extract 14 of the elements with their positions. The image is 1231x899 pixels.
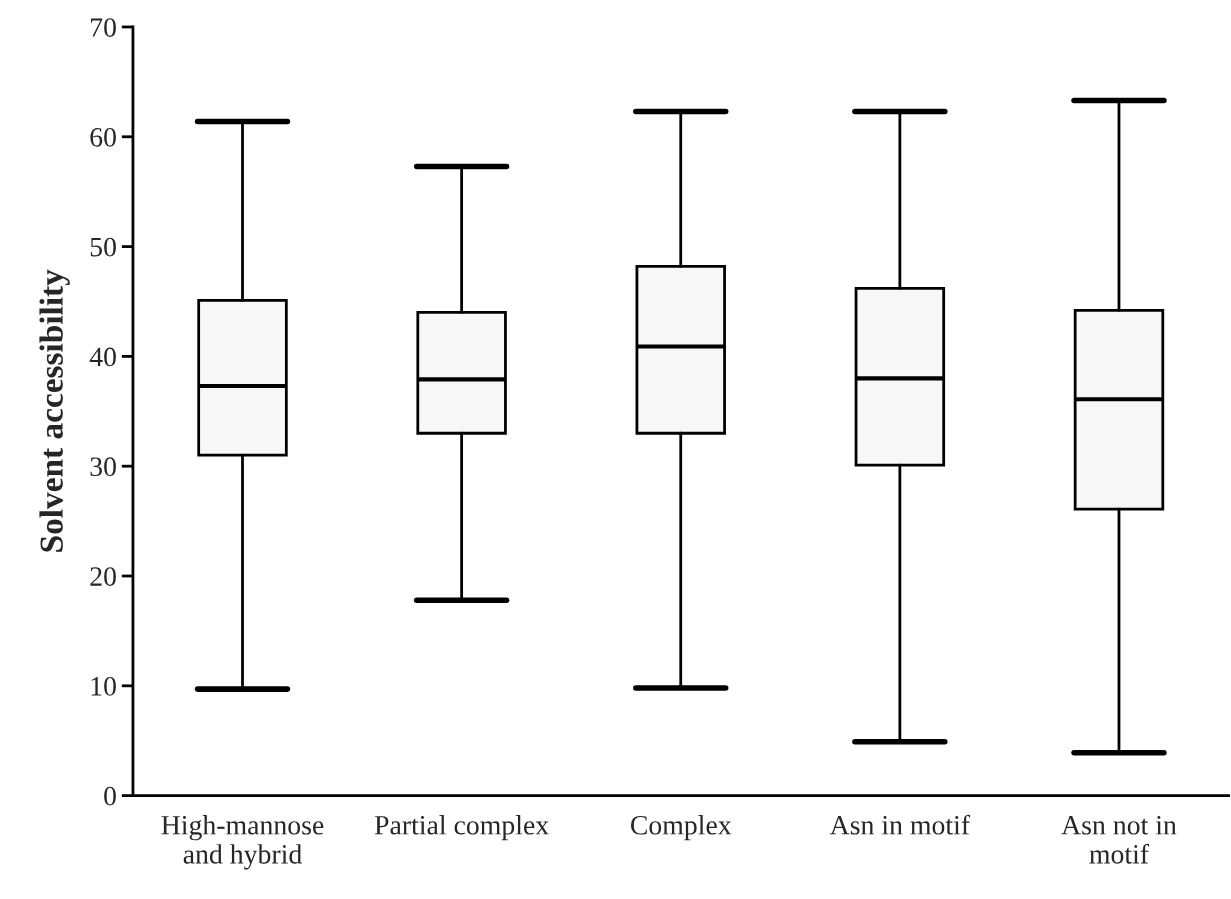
y-tick-label: 40 — [89, 347, 116, 367]
y-tick-label: 20 — [90, 567, 116, 586]
y-tick-label: 0 — [104, 786, 116, 806]
x-tick-label: Complex — [630, 815, 732, 841]
y-tick-label: 50 — [90, 237, 116, 257]
x-tick-label: High-mannose and hybrid — [161, 815, 324, 870]
y-tick-label: 60 — [90, 127, 116, 147]
y-tick-label: 30 — [90, 457, 116, 477]
y-tick-label: 70 — [91, 18, 116, 37]
x-tick-label: Asn in motif — [829, 814, 971, 835]
y-tick-label: 10 — [91, 676, 116, 696]
x-tick-label: Asn not in motif — [1061, 815, 1177, 864]
x-tick-label: Partial complex — [374, 815, 549, 841]
y-axis-title: Solvent accessibility — [39, 269, 70, 552]
